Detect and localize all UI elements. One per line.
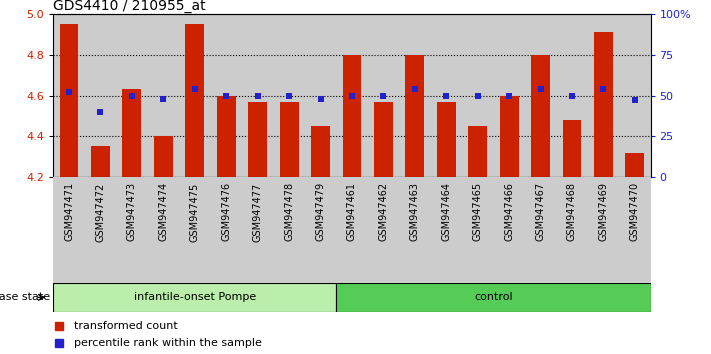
- Bar: [368, 177, 399, 283]
- Bar: [242, 14, 273, 177]
- Bar: [279, 102, 299, 177]
- Bar: [399, 177, 431, 283]
- Bar: [53, 177, 85, 283]
- Text: control: control: [474, 292, 513, 302]
- Bar: [562, 120, 582, 177]
- FancyBboxPatch shape: [336, 283, 651, 312]
- Text: percentile rank within the sample: percentile rank within the sample: [74, 338, 262, 348]
- Bar: [305, 14, 336, 177]
- Text: GSM947476: GSM947476: [221, 182, 231, 241]
- Bar: [431, 177, 462, 283]
- Text: GSM947463: GSM947463: [410, 182, 419, 241]
- Text: GDS4410 / 210955_at: GDS4410 / 210955_at: [53, 0, 206, 13]
- Bar: [148, 177, 179, 283]
- Bar: [343, 55, 361, 177]
- Text: GSM947462: GSM947462: [378, 182, 388, 241]
- Bar: [248, 102, 267, 177]
- Bar: [462, 177, 493, 283]
- Text: GSM947468: GSM947468: [567, 182, 577, 241]
- Bar: [85, 14, 116, 177]
- Bar: [210, 177, 242, 283]
- Bar: [273, 177, 305, 283]
- Bar: [148, 14, 179, 177]
- Text: GSM947465: GSM947465: [473, 182, 483, 241]
- FancyBboxPatch shape: [53, 283, 336, 312]
- Bar: [493, 14, 525, 177]
- Text: GSM947475: GSM947475: [190, 182, 200, 241]
- Bar: [594, 33, 613, 177]
- Bar: [273, 14, 305, 177]
- Bar: [626, 153, 644, 177]
- Bar: [525, 14, 556, 177]
- Bar: [336, 177, 368, 283]
- Bar: [53, 14, 85, 177]
- Text: disease state: disease state: [0, 292, 50, 302]
- Bar: [179, 177, 210, 283]
- Bar: [437, 102, 456, 177]
- Bar: [210, 14, 242, 177]
- Bar: [469, 126, 487, 177]
- Bar: [525, 177, 556, 283]
- Text: GSM947472: GSM947472: [95, 182, 105, 241]
- Bar: [242, 177, 273, 283]
- Bar: [462, 14, 493, 177]
- Text: GSM947478: GSM947478: [284, 182, 294, 241]
- Bar: [116, 14, 148, 177]
- Text: GSM947461: GSM947461: [347, 182, 357, 241]
- Text: GSM947470: GSM947470: [630, 182, 640, 241]
- Bar: [405, 55, 424, 177]
- Bar: [588, 14, 619, 177]
- Text: GSM947479: GSM947479: [316, 182, 326, 241]
- Text: GSM947464: GSM947464: [442, 182, 451, 241]
- Bar: [368, 14, 399, 177]
- Text: GSM947473: GSM947473: [127, 182, 137, 241]
- Bar: [556, 177, 588, 283]
- Bar: [588, 177, 619, 283]
- Bar: [619, 177, 651, 283]
- Text: transformed count: transformed count: [74, 321, 178, 331]
- Bar: [91, 147, 110, 177]
- Bar: [179, 14, 210, 177]
- Bar: [431, 14, 462, 177]
- Text: GSM947477: GSM947477: [252, 182, 262, 241]
- Bar: [186, 24, 204, 177]
- Bar: [116, 177, 148, 283]
- Bar: [60, 24, 78, 177]
- Text: GSM947466: GSM947466: [504, 182, 514, 241]
- Bar: [217, 96, 235, 177]
- Bar: [85, 177, 116, 283]
- Bar: [493, 177, 525, 283]
- Bar: [374, 102, 392, 177]
- Text: GSM947467: GSM947467: [535, 182, 545, 241]
- Bar: [556, 14, 588, 177]
- Bar: [336, 14, 368, 177]
- Text: GSM947474: GSM947474: [159, 182, 169, 241]
- Text: GSM947469: GSM947469: [599, 182, 609, 241]
- Bar: [154, 136, 173, 177]
- Bar: [311, 126, 330, 177]
- Bar: [619, 14, 651, 177]
- Bar: [399, 14, 431, 177]
- Bar: [500, 96, 518, 177]
- Text: infantile-onset Pompe: infantile-onset Pompe: [134, 292, 256, 302]
- Bar: [531, 55, 550, 177]
- Bar: [122, 90, 141, 177]
- Text: GSM947471: GSM947471: [64, 182, 74, 241]
- Bar: [305, 177, 336, 283]
